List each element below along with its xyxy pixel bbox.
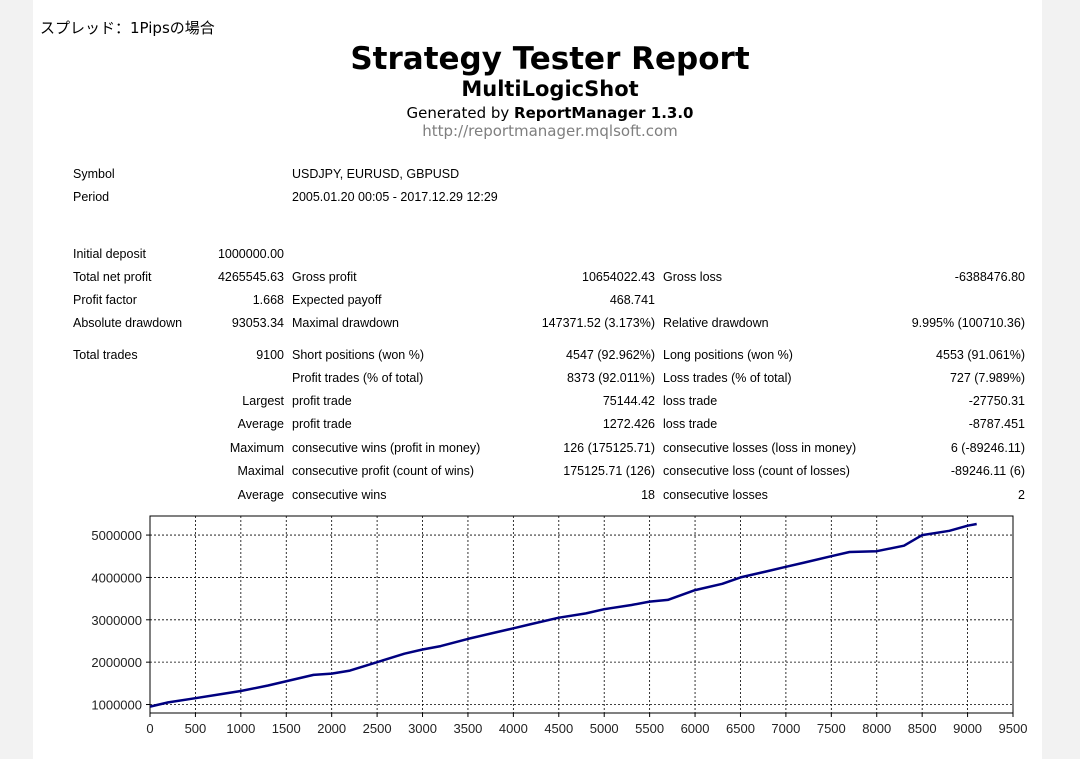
largest-loss-value: -27750.31 — [968, 394, 1025, 408]
gross-loss-label: Gross loss — [663, 270, 723, 284]
x-tick-label: 7000 — [771, 721, 800, 736]
profit-factor-value: 1.668 — [252, 293, 284, 307]
initial-deposit-value: 1000000.00 — [217, 247, 284, 261]
total-trades-label: Total trades — [73, 348, 138, 362]
relative-drawdown-label: Relative drawdown — [663, 316, 769, 330]
long-positions-label: Long positions (won %) — [663, 348, 793, 362]
generator-name: ReportManager 1.3.0 — [514, 104, 694, 122]
x-tick-label: 9000 — [953, 721, 982, 736]
maximal-consec-loss-value: -89246.11 (6) — [950, 464, 1025, 478]
expected-payoff-value: 468.741 — [609, 293, 655, 307]
absolute-drawdown-label: Absolute drawdown — [73, 316, 183, 330]
x-tick-label: 5000 — [590, 721, 619, 736]
gross-loss-value: -6388476.80 — [954, 270, 1025, 284]
report-generated-line: Generated by ReportManager 1.3.0 — [0, 104, 1080, 122]
short-positions-value: 4547 (92.962%) — [566, 348, 655, 362]
loss-trades-value: 727 (7.989%) — [949, 371, 1025, 385]
avg-consec-losses-label: consecutive losses — [663, 488, 768, 502]
gross-profit-label: Gross profit — [292, 270, 357, 284]
right-margin-strip — [1042, 0, 1080, 759]
x-tick-label: 6500 — [726, 721, 755, 736]
x-tick-label: 8000 — [862, 721, 891, 736]
maximal-label: Maximal — [237, 464, 284, 478]
balance-line — [149, 522, 977, 708]
y-tick-label: 2000000 — [91, 655, 142, 670]
symbol-value: USDJPY, EURUSD, GBPUSD — [292, 167, 460, 181]
x-tick-label: 500 — [185, 721, 207, 736]
x-tick-label: 1500 — [272, 721, 301, 736]
max-consec-losses-label: consecutive losses (loss in money) — [663, 441, 857, 455]
average-profit-label: profit trade — [292, 417, 352, 431]
period-label: Period — [73, 190, 110, 204]
x-tick-label: 9500 — [999, 721, 1028, 736]
y-tick-label: 3000000 — [91, 613, 142, 628]
y-tick-label: 5000000 — [91, 528, 142, 543]
x-tick-label: 1000 — [226, 721, 255, 736]
short-positions-label: Short positions (won %) — [292, 348, 425, 362]
avg-consec-wins-label: consecutive wins — [292, 488, 387, 502]
spread-note: スプレッド：1Pipsの場合 — [40, 19, 215, 37]
profit-trades-value: 8373 (92.011%) — [566, 371, 655, 385]
y-tick-label: 4000000 — [91, 570, 142, 585]
report-title: Strategy Tester Report — [350, 41, 750, 77]
maximal-consec-profit-value: 175125.71 (126) — [563, 464, 655, 478]
left-margin-strip — [0, 0, 33, 759]
avg-consec-wins-value: 18 — [641, 488, 655, 502]
maximal-drawdown-label: Maximal drawdown — [292, 316, 399, 330]
average-loss-value: -8787.451 — [968, 417, 1025, 431]
total-net-profit-label: Total net profit — [73, 270, 152, 284]
long-positions-value: 4553 (91.061%) — [936, 348, 1025, 362]
x-tick-label: 2500 — [363, 721, 392, 736]
x-tick-label: 2000 — [317, 721, 346, 736]
x-tick-label: 3000 — [408, 721, 437, 736]
symbol-label: Symbol — [73, 167, 115, 181]
total-trades-value: 9100 — [256, 348, 284, 362]
report-subtitle: MultiLogicShot — [461, 77, 639, 101]
largest-profit-label: profit trade — [292, 394, 352, 408]
maximal-drawdown-value: 147371.52 (3.173%) — [541, 316, 655, 330]
max-consec-wins-label: consecutive wins (profit in money) — [292, 441, 481, 455]
gross-profit-value: 10654022.43 — [582, 270, 655, 284]
total-net-profit-value: 4265545.63 — [217, 270, 284, 284]
average-label: Average — [237, 417, 284, 431]
initial-deposit-label: Initial deposit — [73, 247, 146, 261]
y-tick-label: 1000000 — [91, 698, 142, 713]
profit-trades-label: Profit trades (% of total) — [292, 371, 424, 385]
relative-drawdown-value: 9.995% (100710.36) — [911, 316, 1025, 330]
average-profit-value: 1272.426 — [602, 417, 655, 431]
generated-prefix: Generated by — [406, 104, 515, 122]
largest-loss-label: loss trade — [663, 394, 718, 408]
x-tick-label: 7500 — [817, 721, 846, 736]
average2-label: Average — [237, 488, 284, 502]
largest-label: Largest — [242, 394, 284, 408]
x-tick-label: 6000 — [681, 721, 710, 736]
x-tick-label: 3500 — [453, 721, 482, 736]
largest-profit-value: 75144.42 — [602, 394, 655, 408]
period-value: 2005.01.20 00:05 - 2017.12.29 12:29 — [292, 190, 498, 204]
maximum-label: Maximum — [229, 441, 284, 455]
x-tick-label: 8500 — [908, 721, 937, 736]
x-tick-label: 0 — [146, 721, 153, 736]
maximal-consec-loss-label: consecutive loss (count of losses) — [663, 464, 850, 478]
x-tick-label: 4500 — [544, 721, 573, 736]
expected-payoff-label: Expected payoff — [292, 293, 382, 307]
loss-trades-label: Loss trades (% of total) — [663, 371, 792, 385]
x-tick-label: 5500 — [635, 721, 664, 736]
profit-factor-label: Profit factor — [73, 293, 137, 307]
max-consec-wins-value: 126 (175125.71) — [563, 441, 655, 455]
balance-chart: 0 500 1000 1500 2000 2500 3000 3500 4000 4500 5000… — [91, 515, 1028, 736]
average-loss-label: loss trade — [663, 417, 718, 431]
report-url: http://reportmanager.mqlsoft.com — [422, 122, 678, 140]
maximal-consec-profit-label: consecutive profit (count of wins) — [292, 464, 475, 478]
max-consec-losses-value: 6 (-89246.11) — [950, 441, 1025, 455]
avg-consec-losses-value: 2 — [1018, 488, 1025, 502]
x-tick-label: 4000 — [499, 721, 528, 736]
absolute-drawdown-value: 93053.34 — [231, 316, 284, 330]
